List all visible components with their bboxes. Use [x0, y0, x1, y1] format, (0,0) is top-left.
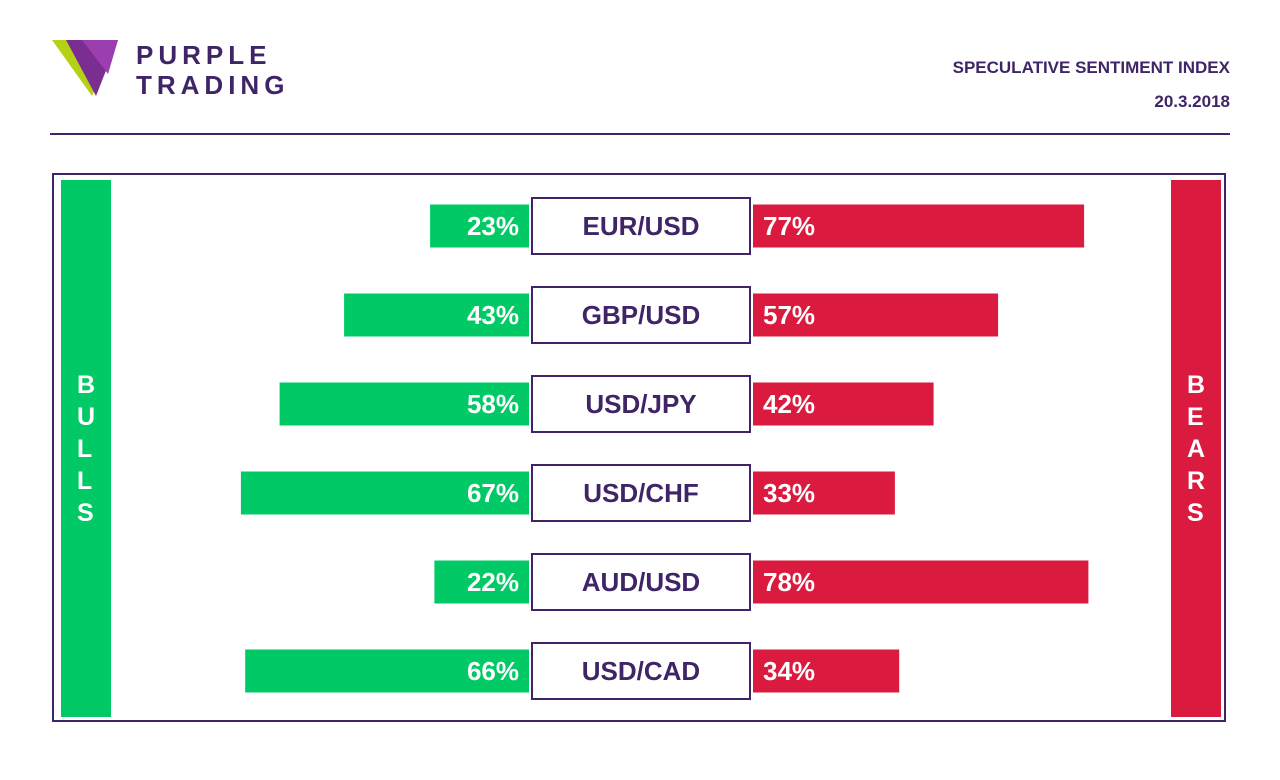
- bear-value-label: 34%: [763, 656, 815, 686]
- brand-line-1: PURPLE: [136, 40, 272, 70]
- bull-bar: [344, 293, 529, 337]
- brand-line-2: TRADING: [136, 70, 290, 100]
- bear-value-label: 77%: [763, 211, 815, 241]
- bull-value-label: 23%: [467, 211, 519, 241]
- pair-label: USD/CAD: [582, 656, 700, 686]
- bear-bar: [753, 649, 900, 693]
- bear-bar: [753, 560, 1089, 604]
- bear-value-label: 57%: [763, 300, 815, 330]
- pair-label: AUD/USD: [582, 567, 700, 597]
- bull-value-label: 66%: [467, 656, 519, 686]
- pair-box: [531, 464, 751, 522]
- pair-box: [531, 642, 751, 700]
- pair-box: [531, 197, 751, 255]
- pair-label: USD/CHF: [583, 478, 699, 508]
- page-title: SPECULATIVE SENTIMENT INDEX: [952, 58, 1230, 77]
- header-divider: [50, 133, 1230, 135]
- pair-box: [531, 553, 751, 611]
- bull-value-label: 67%: [467, 478, 519, 508]
- bull-bar: [434, 560, 529, 604]
- bear-bar: [753, 293, 999, 337]
- brand-wordmark: PURPLE TRADING: [136, 40, 289, 100]
- bull-value-label: 43%: [467, 300, 519, 330]
- bull-value-label: 22%: [467, 567, 519, 597]
- bull-bar: [430, 204, 529, 248]
- pair-label: EUR/USD: [582, 211, 699, 241]
- bear-value-label: 78%: [763, 567, 815, 597]
- pair-label: GBP/USD: [582, 300, 700, 330]
- bear-bar: [753, 382, 934, 426]
- bull-bar: [279, 382, 529, 426]
- purple-trading-logo-icon: [52, 40, 118, 96]
- chart-frame: [52, 173, 1226, 722]
- bull-bar: [240, 471, 529, 515]
- pair-box: [531, 375, 751, 433]
- bear-bar: [753, 471, 895, 515]
- bear-value-label: 33%: [763, 478, 815, 508]
- bear-value-label: 42%: [763, 389, 815, 419]
- bull-bar: [245, 649, 529, 693]
- pair-box: [531, 286, 751, 344]
- report-date: 20.3.2018: [1154, 92, 1230, 111]
- bear-bar: [753, 204, 1085, 248]
- bull-value-label: 58%: [467, 389, 519, 419]
- pair-label: USD/JPY: [585, 389, 696, 419]
